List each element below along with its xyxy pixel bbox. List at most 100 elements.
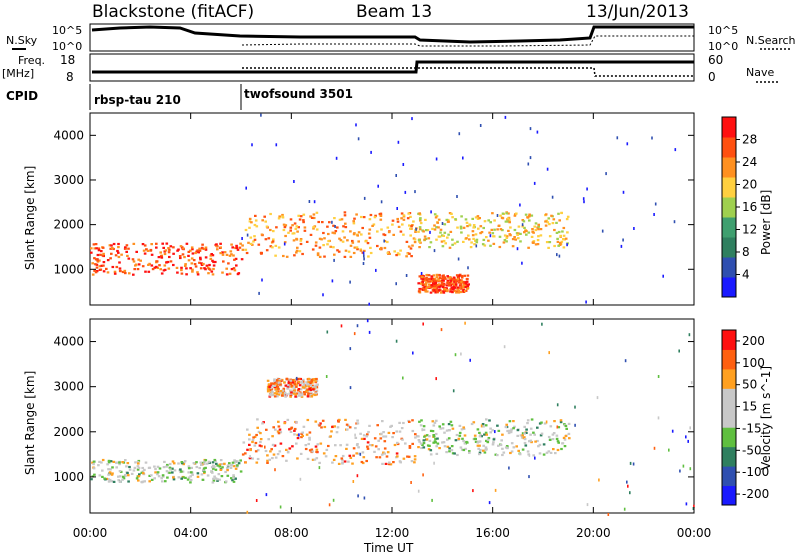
velocity-echo-cell [422,442,426,445]
velocity-echo-cell [287,382,291,385]
velocity-echo-cell [306,395,310,398]
velocity-echo-cell [101,475,104,478]
velocity-echo-cell [281,394,285,397]
velocity-noise-cell [422,322,424,326]
power-echo-cell [232,267,236,270]
velocity-echo-cell [310,448,314,451]
power-echo-cell [209,254,213,257]
velocity-echo-cell [109,468,112,471]
velocity-echo-cell [311,381,314,384]
velocity-echo-cell [150,474,153,477]
velocity-echo-cell [553,420,556,423]
power-echo-cell [297,226,300,229]
velocity-echo-cell [98,460,101,463]
velocity-echo-cell [234,467,238,470]
power-echo-cell [468,238,471,241]
power-echo-cell [339,239,343,242]
power-echo-cell [93,269,96,272]
velocity-echo-cell [492,441,495,444]
velocity-echo-cell [280,392,283,395]
velocity-noise-cell [433,461,435,465]
power-echo-cell [383,246,387,250]
power-echo-cell [466,274,470,277]
power-echo-cell [555,231,559,234]
velocity-echo-cell [210,466,214,469]
velocity-echo-cell [521,432,525,435]
velocity-echo-cell [344,418,347,421]
power-echo-cell [453,289,457,293]
velocity-echo-cell [224,470,227,474]
velocity-noise-cell [682,464,685,468]
power-echo-cell [366,242,370,245]
power-echo-cell [369,213,373,217]
power-echo-cell [228,272,232,275]
power-noise-cell [558,254,561,258]
velocity-echo-cell [293,383,296,386]
velocity-echo-cell [512,420,515,423]
velocity-echo-cell [555,437,559,440]
power-echo-cell [117,242,120,246]
velocity-echo-cell [378,456,382,459]
power-colorbar-tick-label: 28 [742,133,757,147]
velocity-echo-cell [124,474,127,477]
power-echo-cell [353,217,356,220]
power-echo-cell [519,232,522,235]
velocity-echo-cell [166,476,169,479]
velocity-echo-cell [218,463,222,466]
velocity-echo-cell [356,419,359,422]
velocity-echo-cell [259,432,262,435]
power-echo-cell [439,231,442,234]
velocity-echo-cell [547,435,551,439]
power-echo-cell [344,222,347,225]
power-echo-cell [240,258,244,261]
power-echo-cell [204,268,207,271]
power-echo-cell [437,226,440,229]
power-echo-cell [150,253,154,256]
power-echo-cell [318,246,322,249]
power-echo-cell [165,261,168,264]
velocity-echo-cell [523,432,526,435]
power-noise-cell [411,117,413,121]
power-echo-cell [291,232,295,235]
power-echo-cell [343,255,347,258]
velocity-colorbar-swatch [722,407,736,428]
velocity-colorbar-tick-label: 15 [742,400,757,414]
velocity-echo-cell [352,447,356,450]
velocity-noise-cell [359,452,362,456]
velocity-echo-cell [327,444,330,448]
power-echo-cell [332,246,335,249]
velocity-echo-cell [258,444,262,447]
velocity-echo-cell [105,477,109,480]
velocity-echo-cell [365,435,369,438]
velocity-echo-cell [307,392,310,395]
velocity-echo-cell [230,464,234,467]
velocity-echo-cell [161,475,165,478]
power-echo-cell [198,249,202,252]
power-echo-cell [442,276,445,279]
cpid-label: CPID [6,89,38,103]
power-echo-cell [419,219,422,222]
power-echo-cell [431,227,434,230]
power-echo-cell [248,226,251,229]
power-echo-cell [153,266,157,269]
power-echo-cell [252,240,255,243]
power-echo-cell [516,233,519,236]
velocity-echo-cell [435,419,438,422]
velocity-echo-cell [302,382,306,386]
velocity-echo-cell [308,387,311,390]
power-echo-cell [359,248,362,251]
velocity-echo-cell [396,441,399,444]
velocity-echo-cell [428,435,431,438]
power-echo-cell [464,281,468,284]
power-echo-cell [176,249,179,252]
velocity-echo-cell [404,442,407,445]
power-echo-cell [418,228,422,231]
power-echo-cell [536,239,540,242]
power-echo-cell [349,230,352,233]
power-echo-cell [408,252,411,255]
velocity-echo-cell [496,454,499,457]
velocity-noise-cell [440,328,443,332]
velocity-echo-cell [150,478,154,481]
power-echo-cell [301,252,304,256]
power-echo-cell [533,225,536,228]
